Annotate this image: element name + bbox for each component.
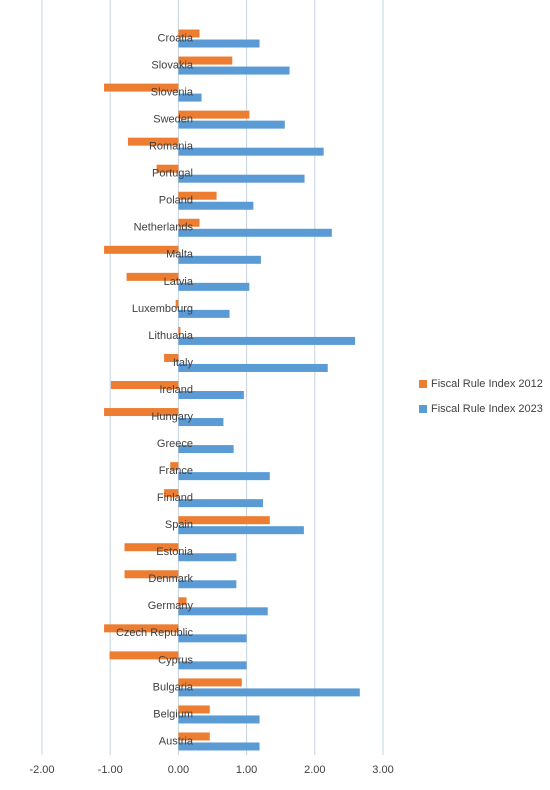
- bar: [178, 688, 360, 697]
- bar: [178, 282, 250, 291]
- bar: [178, 678, 242, 687]
- bar: [127, 137, 179, 146]
- bar: [178, 218, 200, 227]
- bar: [104, 408, 179, 417]
- y-tick-label: Netherlands: [134, 222, 194, 234]
- bar: [178, 363, 328, 372]
- bar: [124, 543, 179, 552]
- bar: [178, 191, 217, 200]
- bar: [178, 715, 260, 724]
- bar: [178, 516, 270, 525]
- x-tick-label: -1.00: [98, 764, 123, 776]
- bar: [178, 255, 261, 264]
- bar: [164, 353, 179, 362]
- y-tick-label: Cyprus: [158, 654, 193, 666]
- bar: [178, 391, 244, 399]
- bar: [178, 634, 247, 643]
- bar: [104, 245, 179, 254]
- x-tick-label: -2.00: [29, 764, 54, 776]
- bar: [178, 326, 181, 335]
- bar: [178, 742, 260, 751]
- bar: [178, 110, 250, 119]
- y-tick-label: Sweden: [153, 114, 193, 126]
- bar: [178, 201, 254, 210]
- bar: [178, 174, 305, 183]
- bar: [126, 272, 179, 281]
- bar: [104, 83, 179, 92]
- bar: [178, 147, 324, 156]
- bar: [178, 705, 210, 714]
- y-tick-label: Portugal: [152, 168, 193, 180]
- bar: [178, 56, 233, 65]
- bar: [178, 120, 285, 129]
- bar: [109, 651, 179, 660]
- bar: [170, 462, 179, 471]
- x-tick-label: 2.00: [304, 764, 325, 776]
- y-tick-label: Romania: [149, 141, 194, 153]
- bar: [178, 607, 268, 616]
- y-tick-label: Croatia: [158, 32, 194, 44]
- y-tick-label: Finland: [157, 492, 193, 504]
- bar: [178, 661, 247, 670]
- bar: [104, 624, 179, 633]
- bar: [124, 570, 179, 579]
- legend-key: [419, 405, 427, 413]
- bar: [178, 309, 230, 318]
- bar: [178, 445, 234, 454]
- y-tick-label: Denmark: [148, 573, 193, 585]
- y-tick-label: Hungary: [151, 411, 193, 423]
- bar: [156, 164, 179, 173]
- bar: [178, 418, 224, 427]
- legend-label: Fiscal Rule Index 2012: [431, 378, 543, 390]
- bar: [178, 29, 200, 38]
- bar: [178, 732, 210, 741]
- bar: [178, 499, 263, 508]
- bar: [178, 39, 260, 48]
- bar: [110, 381, 179, 389]
- y-tick-label: Bulgaria: [153, 681, 194, 693]
- x-tick-label: 3.00: [372, 764, 393, 776]
- y-tick-label: Germany: [148, 600, 194, 612]
- y-tick-label: Slovenia: [151, 86, 194, 98]
- legend-label: Fiscal Rule Index 2023: [431, 403, 543, 415]
- bar: [164, 489, 179, 498]
- bar: [178, 526, 304, 535]
- bar: [178, 597, 187, 606]
- y-tick-label: Austria: [159, 735, 194, 747]
- legend-key: [419, 380, 427, 388]
- x-tick-label: 1.00: [236, 764, 257, 776]
- y-tick-label: Italy: [173, 357, 194, 369]
- y-tick-label: Spain: [165, 519, 193, 531]
- bar: [178, 580, 237, 589]
- x-tick-label: 0.00: [168, 764, 189, 776]
- bar: [178, 553, 237, 562]
- y-tick-label: Ireland: [159, 384, 193, 396]
- bar: [175, 299, 179, 308]
- bar: [178, 66, 290, 75]
- y-tick-label: Estonia: [156, 546, 194, 558]
- y-tick-label: Malta: [166, 249, 194, 261]
- y-tick-label: Lithuania: [148, 330, 194, 342]
- y-tick-label: Slovakia: [151, 59, 193, 71]
- bar: [178, 228, 332, 237]
- bar: [178, 93, 202, 102]
- y-tick-label: Czech Republic: [116, 627, 194, 639]
- y-tick-label: Belgium: [153, 708, 193, 720]
- y-tick-label: Poland: [159, 195, 193, 207]
- y-tick-label: Greece: [157, 438, 193, 450]
- y-tick-label: France: [159, 465, 193, 477]
- y-tick-label: Latvia: [164, 276, 194, 288]
- bar: [178, 336, 356, 345]
- bar: [178, 472, 270, 481]
- y-tick-label: Luxembourg: [132, 303, 193, 315]
